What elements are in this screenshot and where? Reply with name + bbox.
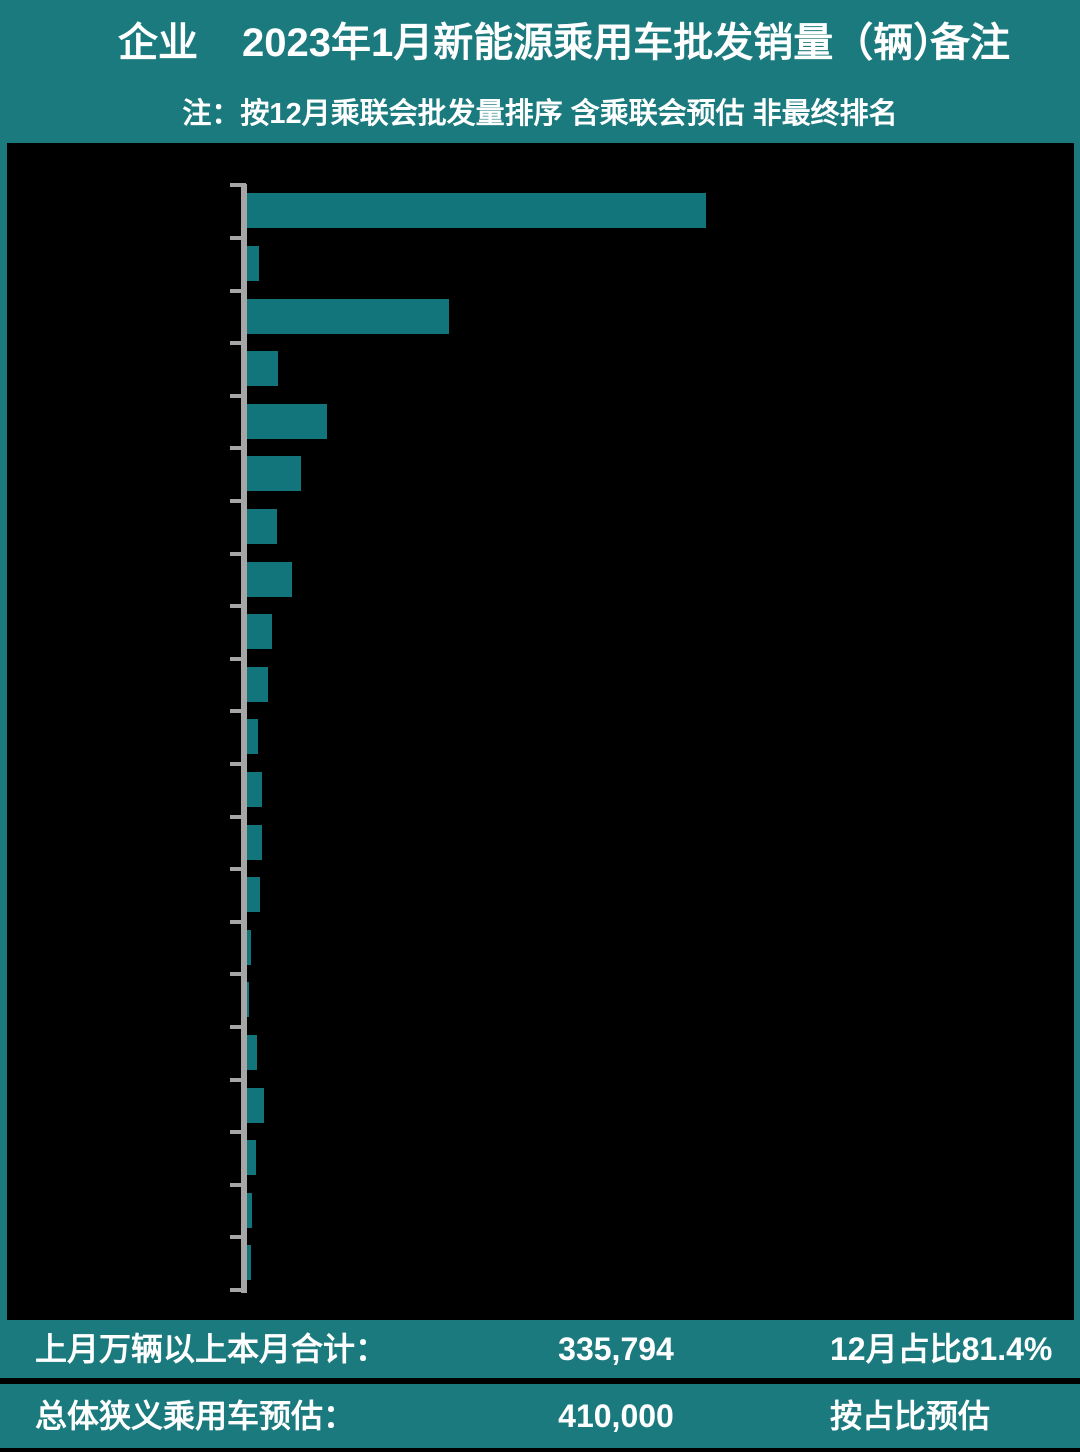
bar [247,509,277,544]
axis-tick [230,446,246,451]
bar [247,929,251,965]
summary-row-1: 上月万辆以上本月合计： 335,794 12月占比81.4% [0,1320,1080,1378]
y-axis-line [241,184,247,1293]
header-column-note: 备注 [930,21,1010,65]
bar [247,561,292,597]
axis-tick [230,393,246,398]
footer-row-separator [0,1378,1080,1384]
axis-tick [230,288,246,293]
bar [247,982,249,1018]
axis-tick [230,1130,246,1135]
axis-tick [230,709,246,714]
bar [247,246,259,281]
axis-tick [230,1288,246,1292]
page-title: 2023年1月新能源乘用车批发销量（辆） [242,21,954,65]
bar [247,351,278,387]
summary-row-2-value: 410,000 [558,1398,674,1434]
bar [247,1035,257,1070]
axis-tick [230,604,246,609]
header-column-enterprise: 企业 [118,21,198,65]
axis-tick [230,499,246,503]
bar [247,403,327,439]
axis-tick [230,919,246,924]
bar-chart [7,143,1074,1320]
axis-tick [230,1235,246,1240]
axis-tick [230,1182,246,1187]
axis-tick [230,183,246,188]
axis-tick [230,551,246,556]
axis-tick [230,1077,246,1082]
axis-tick [230,867,246,872]
summary-row-1-value: 335,794 [558,1331,674,1367]
summary-row-2-label: 总体狭义乘用车预估： [35,1398,356,1434]
bar [247,1140,256,1176]
header: 企业 2023年1月新能源乘用车批发销量（辆） 备注 注：按12月乘联会批发量排… [0,0,1080,143]
bar [247,1087,264,1123]
bar [247,456,301,492]
axis-tick [230,1025,246,1029]
axis-tick [230,972,246,977]
summary-row-1-label: 上月万辆以上本月合计： [35,1331,388,1367]
axis-tick [230,762,246,766]
bar [247,193,706,229]
bar [247,824,262,860]
axis-tick [230,341,246,346]
bar [247,614,272,650]
axis-tick [230,236,246,240]
summary-row-2-note: 按占比预估 [830,1398,991,1434]
bar [247,772,262,807]
bar [247,877,260,913]
axis-tick [230,814,246,819]
summary-row-2: 总体狭义乘用车预估： 410,000 按占比预估 [0,1384,1080,1448]
bar [247,1192,252,1228]
summary-row-1-note: 12月占比81.4% [830,1331,1053,1367]
axis-tick [230,656,246,661]
bar [247,719,258,755]
bar [247,1245,251,1281]
bar [247,298,449,334]
bottom-edge-strip [0,1448,1080,1452]
chart-subtitle: 注：按12月乘联会批发量排序 含乘联会预估 非最终排名 [182,98,898,130]
bar [247,666,268,702]
